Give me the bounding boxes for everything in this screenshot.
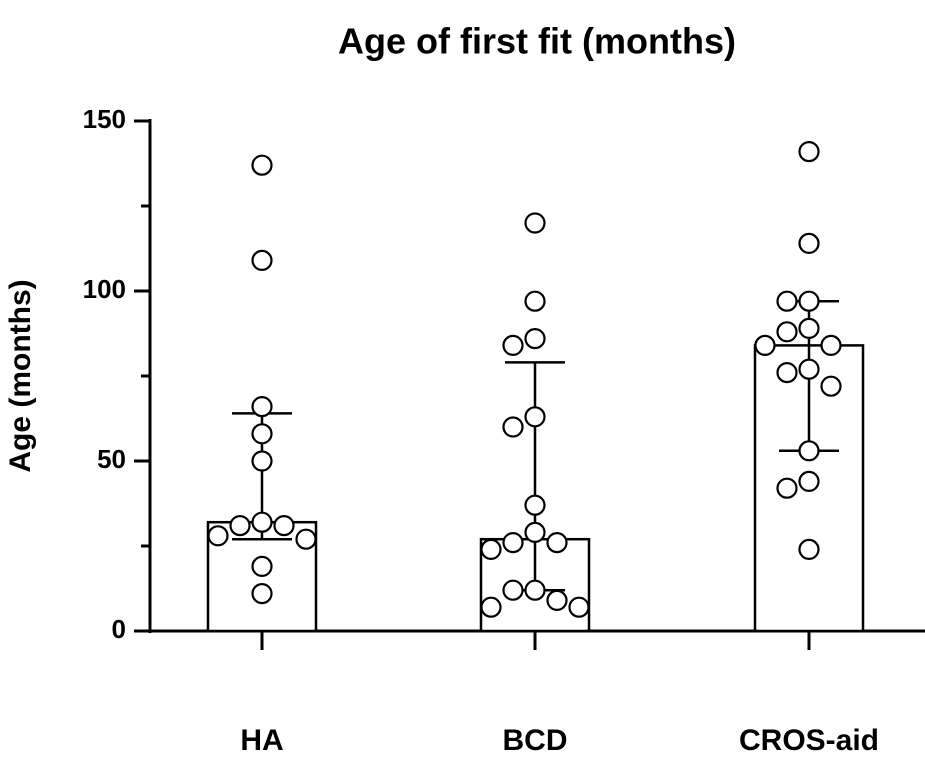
data-point (251, 423, 273, 445)
data-point (776, 321, 798, 343)
data-point (524, 290, 546, 312)
data-point (229, 514, 251, 537)
data-point (798, 290, 820, 312)
data-point (798, 317, 820, 339)
data-point (502, 416, 524, 438)
y-tick-label: 150 (83, 104, 126, 134)
data-point (776, 290, 798, 312)
data-point (798, 141, 820, 163)
x-tick-label: HA (240, 724, 283, 757)
data-point (776, 362, 798, 384)
data-point (295, 528, 317, 550)
data-point (480, 596, 502, 618)
data-point (798, 440, 820, 462)
data-point (524, 494, 546, 516)
data-point (251, 555, 273, 578)
data-point (754, 334, 776, 356)
chart-title: Age of first fit (months) (338, 21, 736, 62)
y-axis-label: Age (months) (4, 279, 37, 472)
data-point (524, 521, 546, 544)
data-point (251, 396, 273, 418)
y-tick-label: 50 (97, 444, 126, 474)
data-point (251, 154, 273, 176)
data-point (502, 334, 524, 356)
data-point (776, 477, 798, 499)
data-point (273, 514, 295, 537)
data-point (251, 450, 273, 472)
x-tick-label: BCD (503, 724, 568, 757)
data-point (251, 511, 273, 533)
data-point (502, 531, 524, 554)
data-point (524, 579, 546, 601)
x-tick-label: CROS-aid (739, 724, 879, 757)
data-point (820, 334, 842, 356)
data-point (524, 212, 546, 234)
data-point (568, 596, 590, 618)
data-point (546, 589, 568, 612)
data-point (798, 538, 820, 561)
y-tick-label: 0 (112, 614, 126, 644)
data-point (480, 538, 502, 561)
data-point (798, 470, 820, 492)
data-point (524, 406, 546, 428)
data-point (798, 358, 820, 380)
y-tick-label: 100 (83, 274, 126, 304)
data-point (207, 525, 229, 547)
data-point (524, 328, 546, 350)
data-point (820, 375, 842, 397)
data-point (502, 579, 524, 601)
data-point (546, 531, 568, 554)
data-point (798, 232, 820, 254)
data-point (251, 582, 273, 605)
data-point (251, 249, 273, 271)
